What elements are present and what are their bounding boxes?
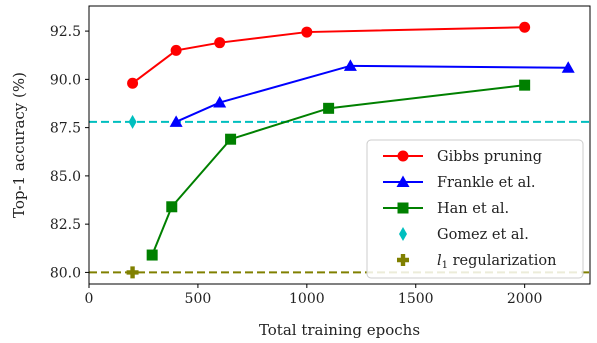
data-point: [323, 102, 335, 114]
data-point: [225, 133, 237, 145]
data-point: [126, 266, 139, 279]
legend-entry: Frankle et al.: [383, 175, 536, 191]
y-axis-ticks: 80.0 82.5 85.0 87.5 90.0 92.5: [50, 24, 89, 281]
data-point: [519, 21, 531, 33]
legend-marker: [397, 150, 409, 162]
legend-entry: Han et al.: [383, 201, 509, 217]
x-axis-title: Total training epochs: [259, 321, 420, 339]
legend-label: Gibbs pruning: [437, 149, 542, 165]
series-2: [146, 79, 531, 261]
data-point: [169, 115, 183, 127]
x-tick-label: 500: [185, 291, 212, 307]
legend-entry: Gibbs pruning: [383, 149, 542, 165]
data-point: [213, 96, 227, 108]
legend-entry: Gomez et al.: [399, 227, 529, 243]
legend-marker: [397, 202, 409, 214]
data-point: [128, 114, 137, 129]
series-line: [175, 64, 569, 123]
x-tick-label: 1500: [398, 291, 434, 307]
data-point: [561, 61, 575, 73]
data-point: [343, 59, 357, 71]
x-tick-label: 1000: [289, 291, 325, 307]
legend-entry: l1 regularization: [397, 253, 556, 271]
data-point: [170, 44, 182, 56]
series-1: [169, 59, 575, 127]
legend-marker: [399, 227, 407, 241]
series-4: [126, 266, 139, 279]
legend-box: [366, 139, 584, 279]
legend-label: l1 regularization: [437, 253, 556, 271]
data-point: [519, 79, 531, 91]
data-point: [146, 249, 158, 261]
series-layer: [126, 21, 575, 279]
legend: Gibbs pruning Frankle et al. Han et al. Gom…: [366, 139, 584, 279]
y-tick-label: 87.5: [50, 121, 81, 137]
x-tick-label: 2000: [507, 291, 543, 307]
legend-marker: [397, 253, 409, 266]
y-tick-label: 92.5: [50, 24, 81, 40]
series-3: [128, 114, 137, 129]
y-tick-label: 82.5: [50, 217, 81, 233]
legend-label: Frankle et al.: [437, 175, 536, 191]
legend-label: Han et al.: [437, 201, 509, 217]
data-point: [127, 77, 139, 89]
y-tick-label: 85.0: [50, 169, 81, 185]
legend-marker: [396, 175, 410, 187]
data-point: [214, 37, 226, 49]
y-tick-label: 90.0: [50, 72, 81, 88]
y-axis-title: Top-1 accuracy (%): [10, 72, 28, 218]
legend-label: Gomez et al.: [437, 227, 529, 243]
y-tick-label: 80.0: [50, 265, 81, 281]
plot-frame: [88, 5, 591, 285]
series-line: [131, 26, 525, 85]
x-axis-ticks: 0 500 1000 1500 2000: [85, 284, 543, 307]
data-point: [166, 201, 178, 213]
x-tick-label: 0: [85, 291, 94, 307]
series-0: [127, 21, 531, 89]
data-point: [301, 26, 313, 38]
